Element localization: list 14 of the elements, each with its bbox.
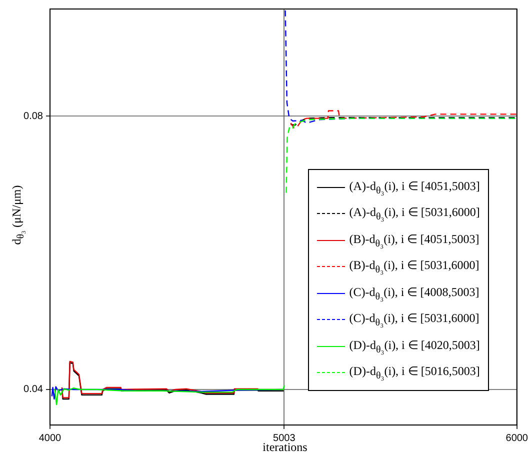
legend-label: (C)-d$_{θ₃}$(i), i ∈ [5031,6000] (349, 311, 480, 328)
y-tick-label: 0.08 (24, 110, 44, 122)
line-series (290, 117, 517, 126)
legend-label: (C)-d$_{θ₃}$(i), i ∈ [4008,5003] (349, 284, 480, 302)
legend-label: (B)-d$_{θ₃}$(i), i ∈ [4051,5003] (349, 232, 480, 249)
legend-label: (B)-d$_{θ₃}$(i), i ∈ [5031,6000] (349, 258, 480, 276)
y-tick-label: 0.04 (24, 384, 44, 396)
legend-label: (A)-d$_{θ₃}$(i), i ∈ [5031,6000] (349, 205, 480, 222)
legend-label: (D)-d$_{θ₃}$(i), i ∈ [4020,5003] (349, 338, 480, 355)
line-series (290, 110, 517, 128)
x-tick-label: 4000 (38, 432, 62, 444)
legend-label: (A)-d$_{θ₃}$(i), i ∈ [4051,5003] (349, 178, 480, 196)
x-tick-label: 6000 (506, 432, 528, 444)
legend-label: (D)-d$_{θ₃}$(i), i ∈ [5016,5003] (349, 364, 480, 382)
